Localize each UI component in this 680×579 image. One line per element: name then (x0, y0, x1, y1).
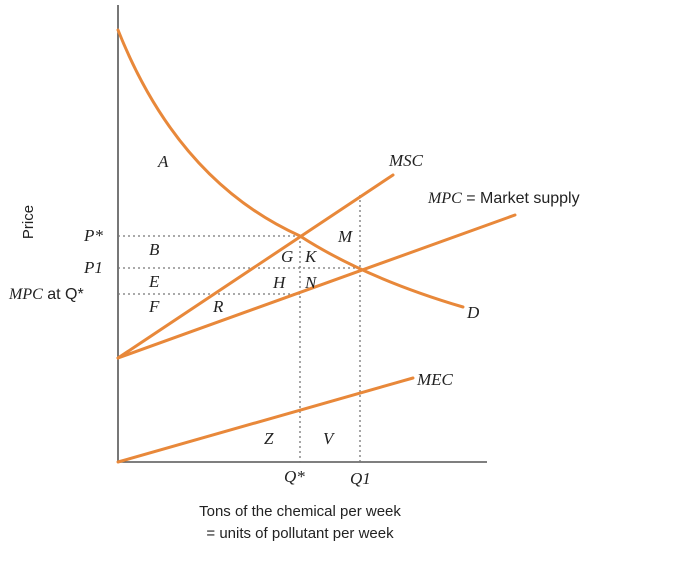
y-axis-label: Price (20, 205, 37, 239)
mpc-at-qstar-suffix: at Q* (43, 286, 84, 303)
mpc-at-qstar-label: MPC at Q* (8, 286, 84, 303)
area-label-n: N (304, 273, 318, 292)
p-star-label: P* (83, 226, 103, 245)
demand-label: D (466, 303, 480, 322)
q1-label: Q1 (350, 469, 371, 488)
area-label-g: G (281, 247, 293, 266)
area-label-v: V (323, 429, 336, 448)
mpc-curve (116, 213, 517, 360)
area-label-e: E (148, 272, 160, 291)
x-axis-label-line2: = units of pollutant per week (206, 525, 394, 542)
mpc-label: MPC = Market supply (427, 190, 580, 207)
demand-curve (116, 28, 465, 309)
p1-label: P1 (83, 258, 103, 277)
area-label-a: A (157, 152, 169, 171)
mpc-label-name: MPC (427, 190, 462, 207)
x-axis-label-line1: Tons of the chemical per week (199, 503, 401, 520)
msc-curve (116, 173, 395, 360)
area-label-m: M (337, 227, 353, 246)
q-star-label: Q* (284, 467, 305, 486)
mec-label: MEC (416, 370, 454, 389)
area-label-h: H (272, 273, 287, 292)
area-label-r: R (212, 297, 224, 316)
mpc-label-suffix: = Market supply (462, 190, 580, 207)
area-label-z: Z (264, 429, 274, 448)
mpc-at-qstar-mpc: MPC (8, 286, 43, 303)
msc-label: MSC (388, 151, 424, 170)
mec-curve (116, 376, 415, 464)
area-label-k: K (304, 247, 318, 266)
area-label-f: F (148, 297, 160, 316)
area-label-b: B (149, 240, 160, 259)
